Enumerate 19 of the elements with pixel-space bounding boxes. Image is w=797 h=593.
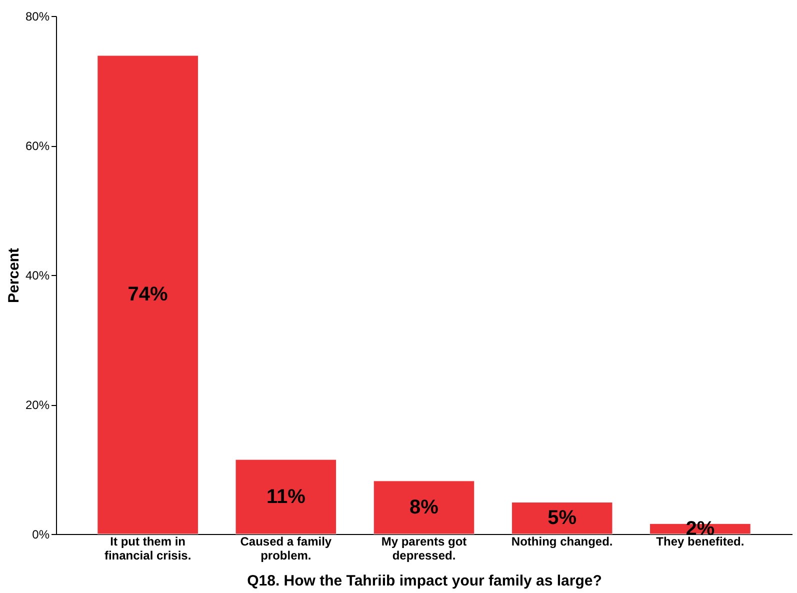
data-label: 11% (266, 486, 306, 508)
x-axis-title: Q18. How the Tahriib impact your family as large? (247, 572, 602, 590)
x-tick-label: Caused a family problem. (240, 534, 332, 562)
bar (373, 480, 475, 534)
bar (97, 55, 198, 534)
data-label: 5% (548, 507, 577, 530)
y-tick-label: 80% (25, 10, 50, 24)
x-tick-label: Nothing changed. (511, 534, 613, 548)
x-tick-label: It put them in financial crisis. (104, 534, 192, 562)
data-label: 74% (128, 284, 168, 306)
x-tick-label: My parents got depressed. (381, 534, 467, 562)
bar (235, 459, 337, 534)
data-label: 8% (410, 496, 439, 518)
y-tick-label: 40% (25, 268, 50, 282)
y-tick-label: 0% (32, 528, 50, 542)
y-tick-label: 20% (25, 398, 50, 412)
y-axis-title: Percent (5, 248, 22, 304)
bar (511, 502, 613, 534)
y-tick-label: 60% (25, 139, 50, 153)
